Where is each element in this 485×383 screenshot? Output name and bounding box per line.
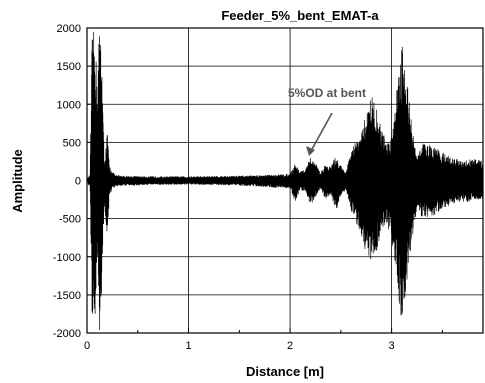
chart-title: Feeder_5%_bent_EMAT-a bbox=[221, 8, 379, 23]
y-tick-label: 1500 bbox=[57, 61, 81, 73]
series-signal bbox=[87, 31, 483, 330]
x-tick-label: 0 bbox=[84, 340, 90, 352]
y-tick-label: 1000 bbox=[57, 99, 81, 111]
y-axis-title: Amplitude bbox=[10, 149, 25, 213]
y-tick-label: -2000 bbox=[53, 328, 81, 340]
x-tick-label: 2 bbox=[287, 340, 293, 352]
y-tick-label: 500 bbox=[63, 137, 81, 149]
x-axis-title: Distance [m] bbox=[246, 364, 324, 379]
annotation: 5%OD at bent bbox=[288, 86, 366, 156]
annotation-arrowhead bbox=[306, 146, 315, 156]
y-tick-label: -1000 bbox=[53, 252, 81, 264]
x-axis: 0 1 2 3 bbox=[84, 328, 443, 352]
annotation-text: 5%OD at bent bbox=[288, 86, 366, 100]
y-tick-label: 0 bbox=[75, 176, 81, 188]
y-tick-label: -500 bbox=[59, 214, 81, 226]
y-tick-label: -1500 bbox=[53, 290, 81, 302]
x-tick-label: 1 bbox=[185, 340, 191, 352]
y-axis: -2000 -1500 -1000 -500 0 500 1000 1500 2000 bbox=[53, 23, 92, 340]
y-tick-label: 2000 bbox=[57, 23, 81, 35]
signal-line bbox=[87, 31, 483, 330]
annotation-arrow bbox=[310, 112, 333, 152]
x-tick-label: 3 bbox=[389, 340, 395, 352]
